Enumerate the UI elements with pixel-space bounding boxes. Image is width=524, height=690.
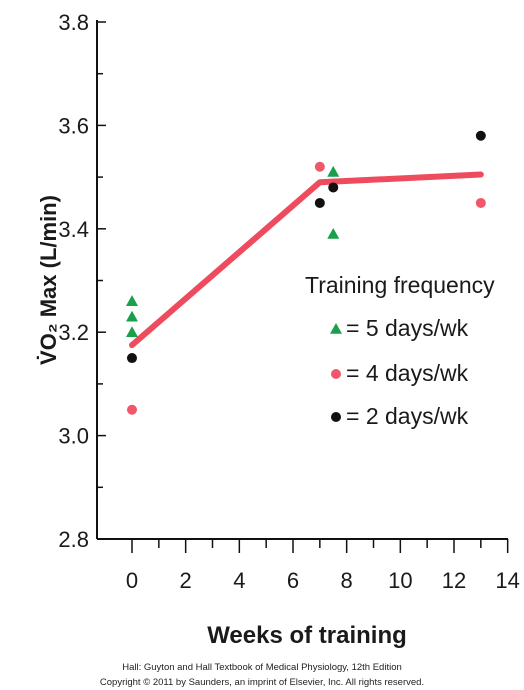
- x-tick-label: 4: [233, 568, 245, 593]
- y-axis-label: V̇O₂ Max (L/min): [36, 195, 61, 365]
- y-tick-label: 3.6: [58, 113, 89, 138]
- data-point-triangle: [327, 227, 340, 239]
- x-tick-labels: 0 2 4 6 8 10 12 14: [126, 568, 520, 593]
- legend-label: = 2 days/wk: [346, 403, 469, 429]
- legend-title: Training frequency: [305, 272, 495, 298]
- legend: Training frequency = 5 days/wk = 4 days/w…: [305, 272, 495, 429]
- x-axis: [97, 538, 509, 553]
- x-tick-label: 8: [341, 568, 353, 593]
- legend-label: = 5 days/wk: [346, 315, 469, 341]
- caption-line-1: Hall: Guyton and Hall Textbook of Medica…: [122, 662, 402, 673]
- data-point-circle: [314, 161, 325, 172]
- x-axis-label: Weeks of training: [207, 622, 407, 649]
- trend-line: [129, 171, 484, 349]
- data-point-triangle: [126, 326, 138, 337]
- data-point-triangle: [126, 295, 138, 306]
- y-tick-labels: 2.8 3.0 3.2 3.4 3.6 3.8: [58, 10, 89, 552]
- x-tick-label: 12: [442, 568, 466, 593]
- data-point-circle: [127, 404, 137, 415]
- x-tick-label: 14: [495, 568, 519, 593]
- legend-marker-circle: [331, 412, 341, 422]
- y-tick-label: 3.0: [58, 424, 89, 449]
- y-tick-label: 2.8: [58, 527, 89, 552]
- data-points: [126, 130, 486, 415]
- x-tick-label: 0: [126, 568, 138, 593]
- data-point-circle: [475, 130, 486, 141]
- y-tick-label: 3.2: [58, 320, 89, 345]
- data-point-circle: [328, 182, 339, 193]
- legend-marker-circle: [331, 369, 341, 379]
- y-tick-label: 3.4: [58, 217, 89, 242]
- legend-entries: = 5 days/wk = 4 days/wk = 2 days/wk: [330, 315, 469, 429]
- data-point-circle: [475, 197, 486, 208]
- data-point-triangle: [327, 165, 340, 177]
- legend-label: = 4 days/wk: [346, 360, 469, 386]
- data-point-triangle: [126, 310, 138, 322]
- y-axis: [96, 20, 106, 540]
- data-point-circle: [127, 353, 137, 364]
- trend-line-group: [129, 171, 484, 349]
- x-tick-label: 6: [287, 568, 299, 593]
- x-tick-label: 10: [388, 568, 412, 593]
- caption-line-2: Copyright © 2011 by Saunders, an imprint…: [99, 677, 425, 688]
- y-tick-label: 3.8: [58, 10, 89, 35]
- x-tick-label: 2: [180, 568, 192, 593]
- data-point-circle: [314, 197, 325, 208]
- legend-marker-triangle: [330, 323, 342, 334]
